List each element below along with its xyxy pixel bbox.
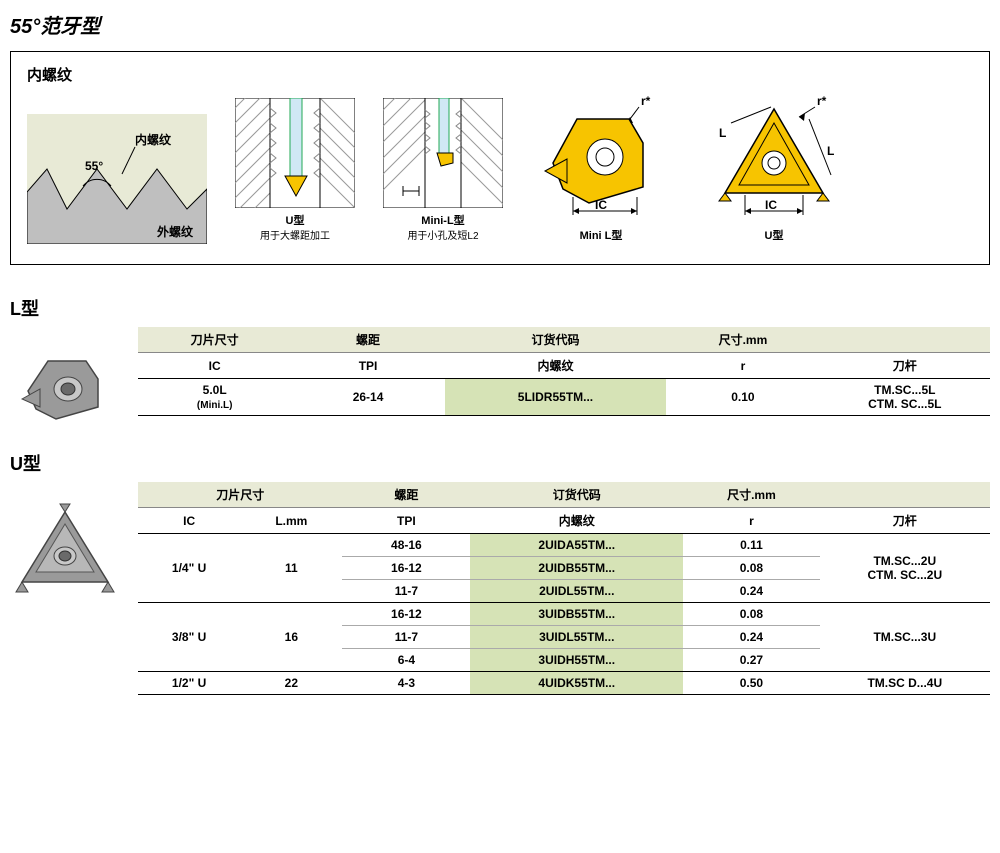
diagram-panel: 内螺纹 55° 内螺纹 外螺纹	[10, 51, 990, 265]
u-sh-ic: IC	[138, 508, 240, 534]
u-sh-inner: 内螺纹	[470, 508, 683, 534]
u-tpi: 11-7	[342, 580, 470, 603]
u-tpi: 6-4	[342, 649, 470, 672]
u-h-size: 刀片尺寸	[138, 482, 342, 508]
l-tpi: 26-14	[291, 379, 444, 416]
mini-l-insert-diagram: r* IC Mini L型	[531, 93, 671, 244]
u-sh-r: r	[683, 508, 819, 534]
l-row: 5.0L (Mini.L) 26-14 5LIDR55TM... 0.10 TM.…	[138, 379, 990, 416]
l-label-left: L	[719, 126, 726, 140]
u-ic: 3/8" U	[138, 603, 240, 672]
mini-l-insert-caption: Mini L型	[580, 229, 623, 244]
u-table: 刀片尺寸 螺距 订货代码 尺寸.mm IC L.mm TPI 内螺纹 r 刀杆 …	[138, 482, 990, 695]
l-sh-tpi: TPI	[291, 353, 444, 379]
l-ic: 5.0L	[203, 383, 227, 397]
l-h-dim: 尺寸.mm	[666, 327, 819, 353]
u-code: 3UIDH55TM...	[470, 649, 683, 672]
u-code: 2UIDL55TM...	[470, 580, 683, 603]
u-tpi: 4-3	[342, 672, 470, 695]
ic-label-minil: IC	[595, 198, 607, 212]
u-insert-diagram: r* L L IC U型	[699, 93, 849, 244]
table-row: 1/4" U1148-162UIDA55TM...0.11TM.SC...2UC…	[138, 534, 990, 557]
u-ic: 1/2" U	[138, 672, 240, 695]
u-holder: TM.SC...2UCTM. SC...2U	[820, 534, 990, 603]
l-table-wrap: 刀片尺寸 螺距 订货代码 尺寸.mm IC TPI 内螺纹 r 刀杆 5.0L (…	[10, 327, 990, 430]
l-sh-r: r	[666, 353, 819, 379]
u-sh-lmm: L.mm	[240, 508, 342, 534]
u-table-wrap: 刀片尺寸 螺距 订货代码 尺寸.mm IC L.mm TPI 内螺纹 r 刀杆 …	[10, 482, 990, 695]
ic-label-u: IC	[765, 198, 777, 212]
u-usage-sub: 用于大螺距加工	[260, 231, 330, 242]
l-code: 5LIDR55TM...	[445, 379, 667, 416]
l-h-size: 刀片尺寸	[138, 327, 291, 353]
diagram-row: 55° 内螺纹 外螺纹	[27, 93, 973, 244]
u-r: 0.24	[683, 626, 819, 649]
u-ic: 1/4" U	[138, 534, 240, 603]
minil-usage-sub: 用于小孔及短L2	[407, 231, 478, 242]
angle-label: 55°	[85, 159, 103, 173]
section-l-title: L型	[10, 295, 990, 321]
u-r: 0.27	[683, 649, 819, 672]
l-sh-ic: IC	[138, 353, 291, 379]
l-insert-thumb	[10, 327, 130, 430]
u-holder: TM.SC D...4U	[820, 672, 990, 695]
u-r: 0.08	[683, 557, 819, 580]
u-type-usage-diagram: U型 用于大螺距加工	[235, 98, 355, 245]
minil-usage-caption: Mini-L型	[421, 215, 464, 227]
l-h-pitch: 螺距	[291, 327, 444, 353]
u-lmm: 22	[240, 672, 342, 695]
r-label-minil: r*	[641, 94, 651, 108]
mini-l-usage-diagram: Mini-L型 用于小孔及短L2	[383, 98, 503, 245]
u-tpi: 11-7	[342, 626, 470, 649]
u-code: 4UIDK55TM...	[470, 672, 683, 695]
table-row: 3/8" U1616-123UIDB55TM...0.08TM.SC...3U	[138, 603, 990, 626]
table-row: 1/2" U224-34UIDK55TM...0.50TM.SC D...4U	[138, 672, 990, 695]
u-r: 0.50	[683, 672, 819, 695]
u-h-blank	[820, 482, 990, 508]
u-lmm: 11	[240, 534, 342, 603]
l-h-blank	[820, 327, 990, 353]
u-r: 0.24	[683, 580, 819, 603]
l-r: 0.10	[666, 379, 819, 416]
l-holder1: TM.SC...5L	[874, 383, 935, 397]
u-insert-thumb	[10, 482, 130, 605]
u-h-pitch: 螺距	[342, 482, 470, 508]
u-r: 0.08	[683, 603, 819, 626]
l-label-right: L	[827, 144, 834, 158]
outer-thread-label: 外螺纹	[157, 224, 194, 239]
u-sh-tpi: TPI	[342, 508, 470, 534]
u-lmm: 16	[240, 603, 342, 672]
inner-thread-label: 内螺纹	[135, 132, 172, 147]
l-sh-inner: 内螺纹	[445, 353, 667, 379]
u-insert-caption: U型	[765, 229, 784, 244]
u-h-code: 订货代码	[470, 482, 683, 508]
u-r: 0.11	[683, 534, 819, 557]
section-u-title: U型	[10, 450, 990, 476]
u-tpi: 16-12	[342, 603, 470, 626]
u-sh-holder: 刀杆	[820, 508, 990, 534]
l-h-code: 订货代码	[445, 327, 667, 353]
r-label-u: r*	[817, 94, 827, 108]
l-table: 刀片尺寸 螺距 订货代码 尺寸.mm IC TPI 内螺纹 r 刀杆 5.0L (…	[138, 327, 990, 416]
page-title: 55°范牙型	[10, 10, 990, 39]
u-holder: TM.SC...3U	[820, 603, 990, 672]
u-code: 2UIDA55TM...	[470, 534, 683, 557]
u-code: 3UIDB55TM...	[470, 603, 683, 626]
l-sh-holder: 刀杆	[820, 353, 990, 379]
u-h-dim: 尺寸.mm	[683, 482, 819, 508]
l-holder2: CTM. SC...5L	[868, 397, 941, 411]
thread-profile-diagram: 55° 内螺纹 外螺纹	[27, 114, 207, 244]
diagram-box-title: 内螺纹	[27, 64, 973, 85]
u-usage-caption: U型	[286, 215, 305, 227]
l-ic-sub: (Mini.L)	[197, 400, 233, 411]
u-code: 3UIDL55TM...	[470, 626, 683, 649]
u-tpi: 16-12	[342, 557, 470, 580]
u-tpi: 48-16	[342, 534, 470, 557]
u-code: 2UIDB55TM...	[470, 557, 683, 580]
